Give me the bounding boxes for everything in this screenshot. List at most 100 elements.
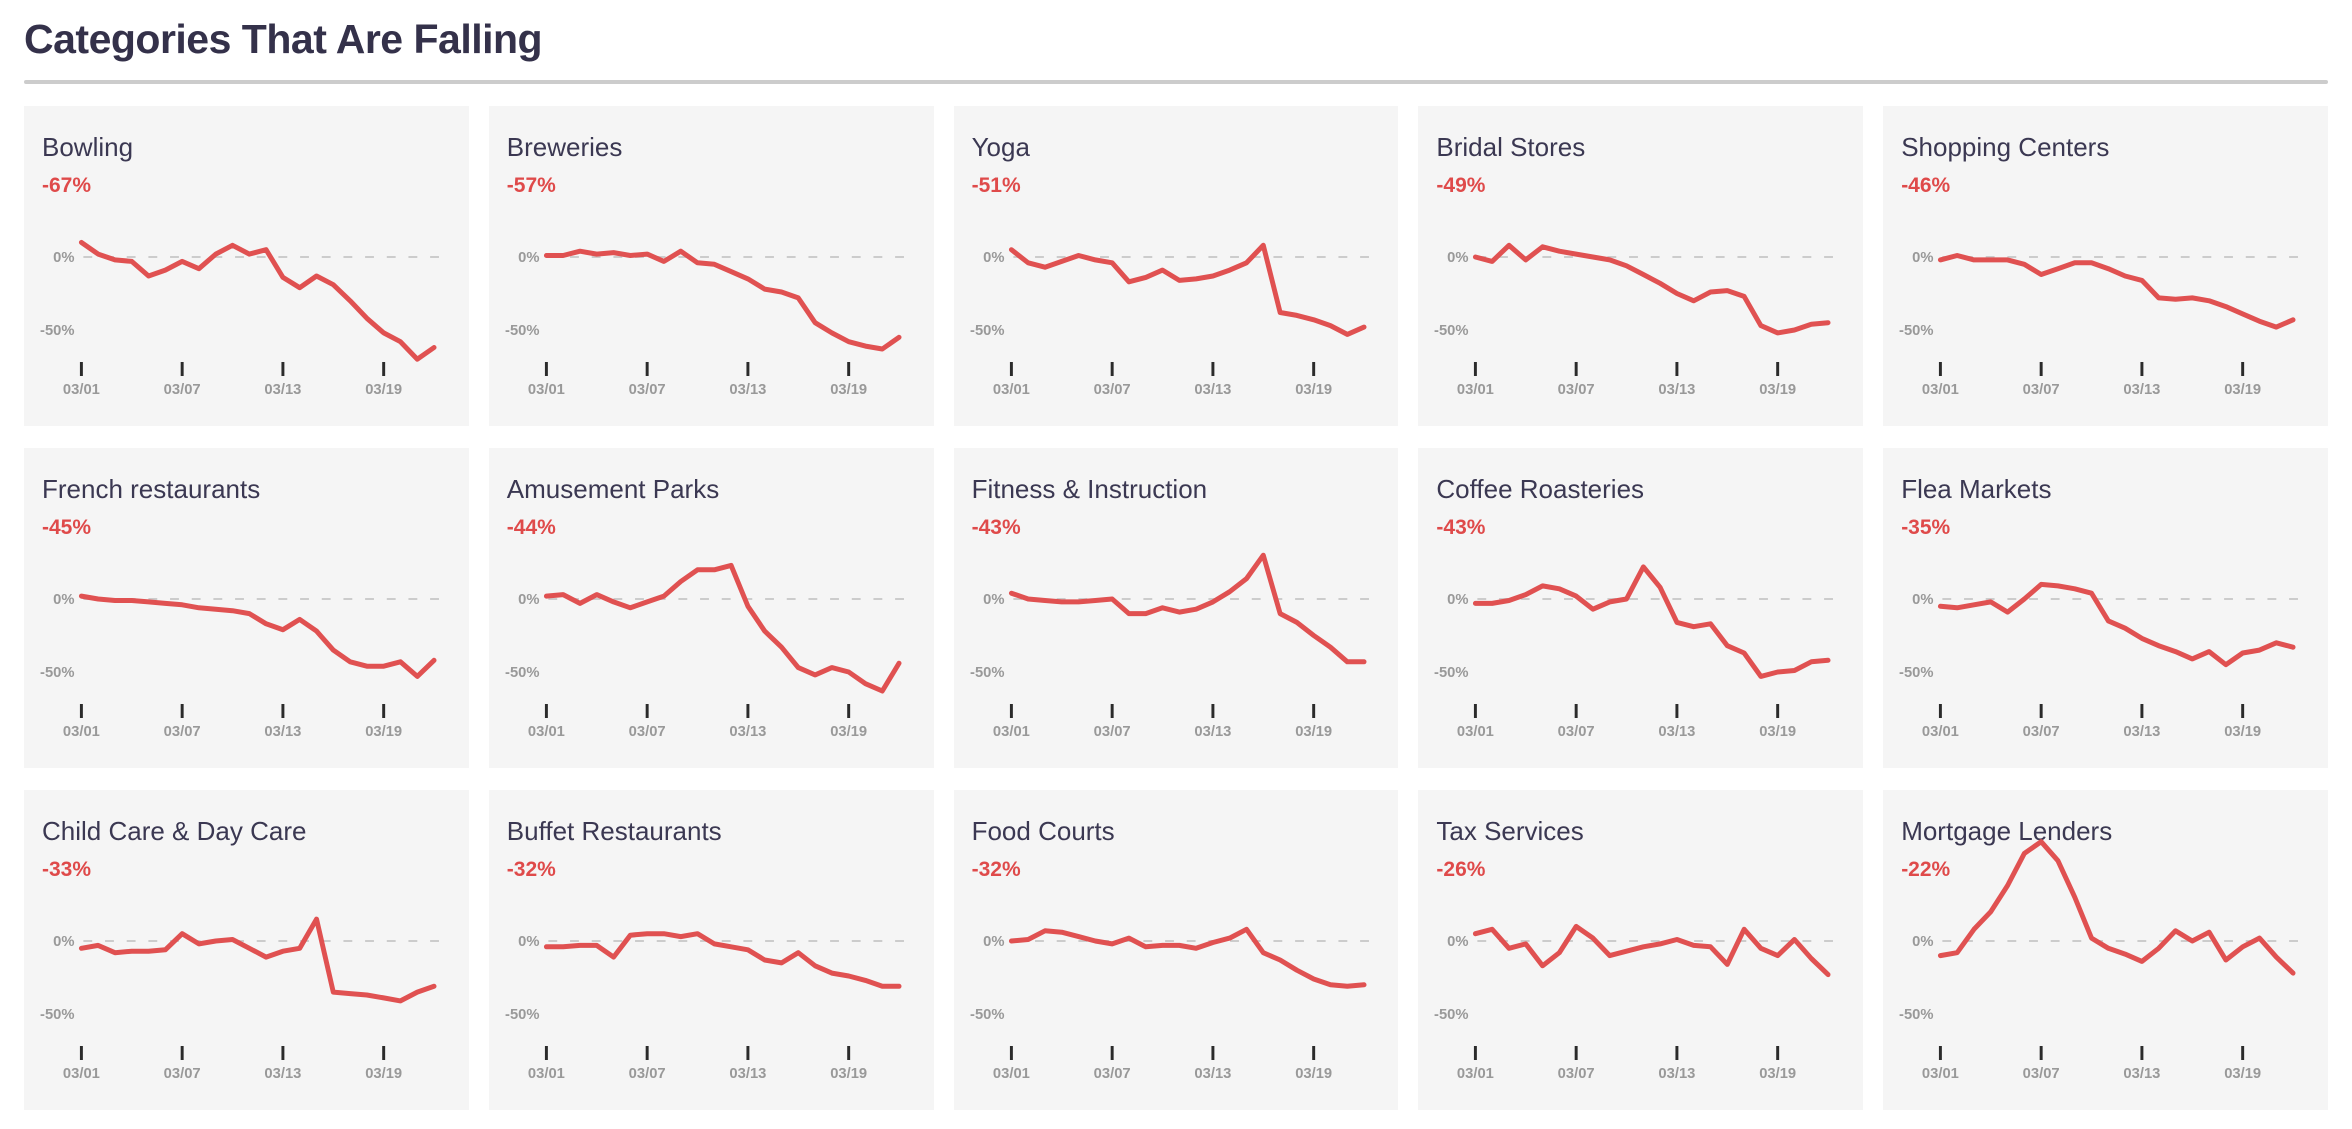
x-axis-label: 03/07 <box>1093 1066 1130 1082</box>
x-axis-label: 03/19 <box>830 724 867 740</box>
category-change-badge: -33% <box>42 858 92 881</box>
category-change-badge: -26% <box>1436 858 1486 881</box>
sparkline-chart: 0% -50% 03/01 03/07 03/13 03/19 <box>505 931 909 1082</box>
sparkline-chart: 0% -50% 03/01 03/07 03/13 03/19 <box>505 562 909 740</box>
category-change-badge: -57% <box>506 174 556 197</box>
y-axis-label: 0% <box>518 592 539 608</box>
x-axis-label: 03/07 <box>1558 724 1595 740</box>
x-axis-label: 03/01 <box>1457 1066 1494 1082</box>
x-axis-label: 03/19 <box>830 382 867 398</box>
x-axis-label: 03/01 <box>1457 382 1494 398</box>
sparkline-chart: 0% -50% 03/01 03/07 03/13 03/19 <box>40 239 444 398</box>
x-axis-label: 03/07 <box>628 1066 665 1082</box>
trend-line <box>1008 926 1367 989</box>
x-axis-label: 03/19 <box>365 382 402 398</box>
y-axis-label: 0% <box>1448 934 1469 950</box>
x-axis-label: 03/07 <box>1093 382 1130 398</box>
category-title: Mortgage Lenders <box>1901 816 2113 846</box>
x-axis-label: 03/01 <box>528 724 565 740</box>
y-axis-label: 0% <box>983 250 1004 266</box>
y-axis-label: -50% <box>970 1007 1004 1023</box>
category-change-badge: -51% <box>971 174 1021 197</box>
x-axis-label: 03/01 <box>528 1066 565 1082</box>
category-change-badge: -46% <box>1901 174 1951 197</box>
x-axis-label: 03/07 <box>1558 1066 1595 1082</box>
y-axis-label: 0% <box>1912 592 1933 608</box>
category-title: Coffee Roasteries <box>1436 474 1645 504</box>
y-axis-label: -50% <box>1899 665 1933 681</box>
x-axis-label: 03/01 <box>528 382 565 398</box>
trend-line <box>78 239 437 362</box>
category-change-badge: -22% <box>1901 858 1951 881</box>
sparkline-chart: 0% -50% 03/01 03/07 03/13 03/19 <box>505 248 909 398</box>
x-axis-label: 03/01 <box>63 724 100 740</box>
y-axis-label: 0% <box>1448 592 1469 608</box>
x-axis-label: 03/01 <box>993 724 1030 740</box>
category-title: Breweries <box>506 132 623 162</box>
x-axis-label: 03/01 <box>993 382 1030 398</box>
trend-line <box>543 562 902 694</box>
x-axis-label: 03/01 <box>1922 1066 1959 1082</box>
x-axis-label: 03/01 <box>63 382 100 398</box>
x-axis-label: 03/13 <box>1659 382 1696 398</box>
category-title: Yoga <box>971 132 1030 162</box>
y-axis-label: -50% <box>505 1007 539 1023</box>
category-title: Fitness & Instruction <box>971 474 1208 504</box>
y-axis-label: -50% <box>1899 1007 1933 1023</box>
x-axis-label: 03/13 <box>1194 1066 1231 1082</box>
category-title: Bridal Stores <box>1436 132 1586 162</box>
category-change-badge: -49% <box>1436 174 1486 197</box>
x-axis-label: 03/07 <box>1558 382 1595 398</box>
sparkline-chart: 0% -50% 03/01 03/07 03/13 03/19 <box>1434 564 1839 740</box>
trend-line <box>1473 564 1831 679</box>
trend-line <box>1008 242 1367 337</box>
category-title: Child Care & Day Care <box>42 816 307 846</box>
category-change-badge: -43% <box>1436 516 1486 539</box>
x-axis-label: 03/19 <box>1760 382 1797 398</box>
y-axis-label: 0% <box>518 934 539 950</box>
category-title: Buffet Restaurants <box>506 816 722 846</box>
cards-grid: Bowling -67% 0% -50% 03/01 03/07 03/13 03/19 … <box>24 106 2328 1110</box>
page-title: Categories That Are Falling <box>24 16 543 62</box>
category-card: Amusement Parks -44% 0% -50% 03/01 03/07 03/… <box>488 448 934 768</box>
x-axis-label: 03/19 <box>1295 724 1332 740</box>
title-divider <box>24 80 2328 84</box>
y-axis-label: 0% <box>53 934 74 950</box>
x-axis-label: 03/13 <box>729 382 766 398</box>
trend-line <box>1473 242 1831 336</box>
y-axis-label: -50% <box>1434 665 1468 681</box>
y-axis-label: -50% <box>40 323 74 339</box>
category-title: Flea Markets <box>1901 474 2052 504</box>
category-card: Yoga -51% 0% -50% 03/01 03/07 03/13 03/19 <box>953 106 1399 426</box>
x-axis-label: 03/19 <box>2224 724 2261 740</box>
x-axis-label: 03/07 <box>164 724 201 740</box>
category-title: French restaurants <box>42 474 261 504</box>
y-axis-label: -50% <box>1434 323 1468 339</box>
category-change-badge: -44% <box>506 516 556 539</box>
category-card: Child Care & Day Care -33% 0% -50% 03/01 03… <box>24 790 469 1110</box>
category-card: Buffet Restaurants -32% 0% -50% 03/01 03/07… <box>488 790 934 1110</box>
category-card: Bridal Stores -49% 0% -50% 03/01 03/07 03/13… <box>1418 106 1864 426</box>
x-axis-label: 03/13 <box>2124 724 2161 740</box>
sparkline-chart: 0% -50% 03/01 03/07 03/13 03/19 <box>40 592 444 740</box>
x-axis-label: 03/07 <box>2023 1066 2060 1082</box>
x-axis-label: 03/01 <box>1457 724 1494 740</box>
category-title: Amusement Parks <box>506 474 720 504</box>
trend-line <box>78 593 437 679</box>
sparkline-chart: 0% -50% 03/01 03/07 03/13 03/19 <box>970 242 1374 398</box>
x-axis-label: 03/07 <box>2023 724 2060 740</box>
x-axis-label: 03/13 <box>264 382 301 398</box>
category-card: Flea Markets -35% 0% -50% 03/01 03/07 03/13 0… <box>1883 448 2328 768</box>
y-axis-label: -50% <box>40 665 74 681</box>
category-title: Bowling <box>42 132 134 162</box>
y-axis-label: 0% <box>53 592 74 608</box>
x-axis-label: 03/01 <box>993 1066 1030 1082</box>
sparkline-chart: 0% -50% 03/01 03/07 03/13 03/19 <box>40 916 444 1082</box>
y-axis-label: 0% <box>983 592 1004 608</box>
y-axis-label: 0% <box>983 934 1004 950</box>
x-axis-label: 03/07 <box>628 382 665 398</box>
x-axis-label: 03/19 <box>830 1066 867 1082</box>
x-axis-label: 03/13 <box>2124 1066 2161 1082</box>
category-card: Coffee Roasteries -43% 0% -50% 03/01 03/07 0… <box>1418 448 1864 768</box>
x-axis-label: 03/13 <box>729 724 766 740</box>
